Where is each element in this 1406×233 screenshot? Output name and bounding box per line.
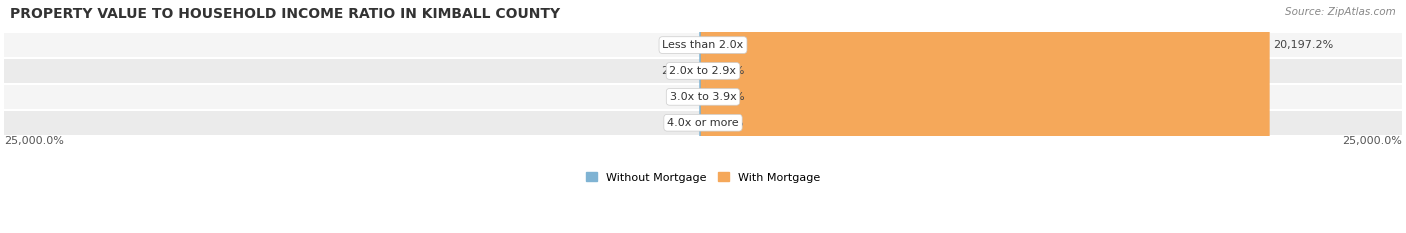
Text: 59.3%: 59.3% (661, 40, 696, 50)
FancyBboxPatch shape (700, 0, 704, 233)
FancyBboxPatch shape (702, 0, 706, 233)
FancyBboxPatch shape (702, 0, 706, 233)
FancyBboxPatch shape (702, 0, 1270, 233)
Text: 25,000.0%: 25,000.0% (1341, 136, 1402, 146)
FancyBboxPatch shape (4, 32, 1402, 58)
FancyBboxPatch shape (702, 0, 706, 233)
FancyBboxPatch shape (700, 0, 704, 233)
Text: 41.0%: 41.0% (710, 66, 745, 76)
Text: 27.9%: 27.9% (710, 92, 745, 102)
FancyBboxPatch shape (4, 58, 1402, 84)
Text: 21.5%: 21.5% (661, 66, 697, 76)
Text: 18.7%: 18.7% (709, 118, 745, 128)
FancyBboxPatch shape (699, 0, 704, 233)
Text: 4.0x or more: 4.0x or more (668, 118, 738, 128)
Text: Less than 2.0x: Less than 2.0x (662, 40, 744, 50)
FancyBboxPatch shape (4, 110, 1402, 136)
Text: 2.0x to 2.9x: 2.0x to 2.9x (669, 66, 737, 76)
Text: PROPERTY VALUE TO HOUSEHOLD INCOME RATIO IN KIMBALL COUNTY: PROPERTY VALUE TO HOUSEHOLD INCOME RATIO… (10, 7, 560, 21)
Text: 20,197.2%: 20,197.2% (1274, 40, 1333, 50)
Text: 8.4%: 8.4% (669, 118, 697, 128)
Text: 9.9%: 9.9% (669, 92, 697, 102)
Legend: Without Mortgage, With Mortgage: Without Mortgage, With Mortgage (582, 168, 824, 187)
FancyBboxPatch shape (4, 84, 1402, 110)
Text: 25,000.0%: 25,000.0% (4, 136, 65, 146)
Text: Source: ZipAtlas.com: Source: ZipAtlas.com (1285, 7, 1396, 17)
Text: 3.0x to 3.9x: 3.0x to 3.9x (669, 92, 737, 102)
FancyBboxPatch shape (700, 0, 704, 233)
